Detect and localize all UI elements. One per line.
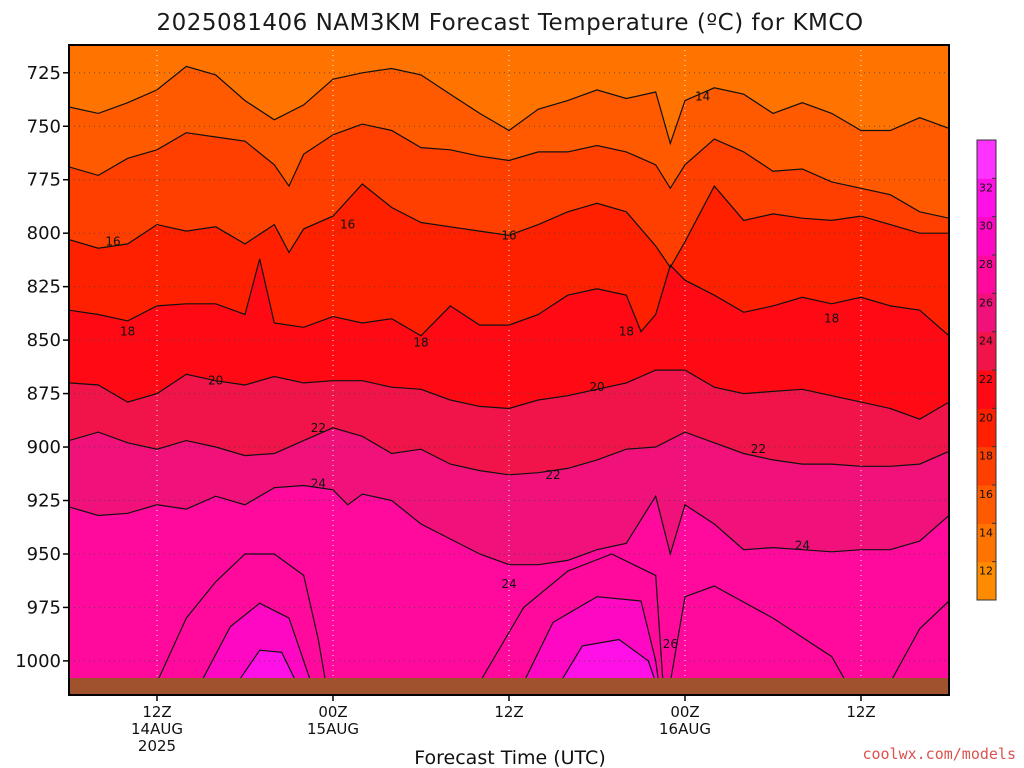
contour-label-22-11: 22: [545, 468, 560, 482]
y-tick-label-925: 925: [27, 491, 61, 512]
x-tick-label-18-0: 00Z: [318, 703, 347, 721]
colorbar-label-16: 16: [979, 488, 993, 501]
colorbar-segment-5: [977, 370, 996, 409]
contour-line-16: [69, 123, 949, 219]
y-tick-label-975: 975: [27, 597, 61, 618]
chart-title: 2025081406 NAM3KM Forecast Temperature (…: [156, 10, 863, 36]
colorbar-label-26: 26: [979, 296, 993, 309]
contour-label-24-15: 24: [795, 538, 810, 552]
colorbar-segment-3: [977, 446, 996, 486]
y-tick-label-850: 850: [27, 330, 61, 351]
colorbar-segment-6: [977, 331, 996, 371]
contour-pocket-30-2: [237, 649, 297, 683]
plot-area: 14 16 16 16 18 18 18 18 20 20 22 22 22 24 24 24 26: [68, 44, 950, 696]
contour-label-24-13: 24: [311, 476, 326, 490]
colorbar-segment-11: [977, 140, 996, 179]
colorbar-label-14: 14: [979, 526, 993, 539]
colorbar-segment-8: [977, 255, 996, 294]
colorbar-label-28: 28: [979, 258, 993, 271]
x-tick-label-42-0: 00Z: [670, 703, 699, 721]
colorbar-label-32: 32: [979, 181, 993, 194]
contour-label-14-0: 14: [695, 89, 710, 103]
y-tick-label-750: 750: [27, 116, 61, 137]
y-tick-label-800: 800: [27, 223, 61, 244]
x-tick-label-6-1: 14AUG: [131, 720, 183, 738]
contour-line-24: [69, 427, 949, 476]
colorbar-label-22: 22: [979, 373, 993, 386]
x-axis-label: Forecast Time (UTC): [414, 747, 605, 768]
colorbar-segment-7: [977, 293, 996, 333]
contour-pocket-26-6: [669, 585, 847, 683]
contour-line-14: [69, 65, 949, 146]
contour-pocket-26-3: [479, 553, 664, 683]
colorbar-label-12: 12: [979, 565, 993, 578]
contour-line-18: [69, 183, 949, 269]
colorbar-segment-2: [977, 485, 996, 524]
colorbar-segment-0: [977, 561, 996, 601]
colorbar-segment-4: [977, 408, 996, 448]
y-axis: 725 750 775 800 825 850 875 900 925 950 975 1000: [15, 63, 69, 672]
colorbar-segment-10: [977, 178, 996, 218]
warm-pocket-30-2: [237, 650, 297, 683]
colorbar-segment-9: [977, 216, 996, 256]
colorbar-label-20: 20: [979, 411, 993, 424]
y-tick-label-775: 775: [27, 170, 61, 191]
contour-label-22-10: 22: [311, 421, 326, 435]
y-tick-label-875: 875: [27, 384, 61, 405]
x-tick-label-42-1: 16AUG: [659, 720, 711, 738]
contour-label-16-1: 16: [105, 235, 120, 249]
contour-pocket-28-4: [523, 596, 660, 683]
contour-line-20: [69, 258, 949, 337]
x-tick-label-54-0: 12Z: [846, 703, 875, 721]
contour-label-22-12: 22: [751, 442, 766, 456]
contour-label-20-9: 20: [589, 380, 604, 394]
contour-line-26: [69, 484, 949, 566]
y-tick-label-825: 825: [27, 277, 61, 298]
warm-pocket-26-6: [670, 586, 847, 683]
x-tick-label-6-2: 2025: [138, 737, 176, 755]
colorbar-label-18: 18: [979, 450, 993, 463]
contour-line-22: [69, 369, 949, 420]
contour-label-24-14: 24: [501, 577, 516, 591]
colorbar-label-30: 30: [979, 220, 993, 233]
colorbar-segment-1: [977, 523, 996, 563]
y-tick-label-950: 950: [27, 544, 61, 565]
credit-link[interactable]: coolwx.com/models: [862, 745, 1016, 763]
warm-pocket-30-5: [560, 639, 656, 683]
contour-label-18-6: 18: [619, 325, 634, 339]
colorbar-label-24: 24: [979, 335, 993, 348]
x-tick-label-30-0: 12Z: [494, 703, 523, 721]
y-tick-label-900: 900: [27, 437, 61, 458]
x-tick-label-18-1: 15AUG: [307, 720, 359, 738]
colorbar-legend: 12 14 16 18 20 22 24 26 28 30 32: [976, 139, 997, 601]
contour-label-20-8: 20: [208, 374, 223, 388]
y-tick-label-725: 725: [27, 63, 61, 84]
contour-label-26-16: 26: [663, 637, 678, 651]
contour-pocket-26-7: [889, 600, 949, 683]
contour-label-18-5: 18: [413, 335, 428, 349]
warm-pocket-26-7: [890, 601, 949, 683]
x-tick-label-6-0: 12Z: [142, 703, 171, 721]
ground-surface: [69, 678, 949, 695]
contour-pocket-30-5: [559, 638, 657, 683]
contour-label-16-2: 16: [340, 218, 355, 232]
contour-pocket-28-1: [200, 602, 312, 683]
contour-label-16-3: 16: [501, 228, 516, 242]
y-tick-label-1000: 1000: [15, 651, 61, 672]
contour-label-18-7: 18: [824, 312, 839, 326]
contour-label-18-4: 18: [120, 325, 135, 339]
contour-pocket-26-0: [156, 553, 327, 683]
